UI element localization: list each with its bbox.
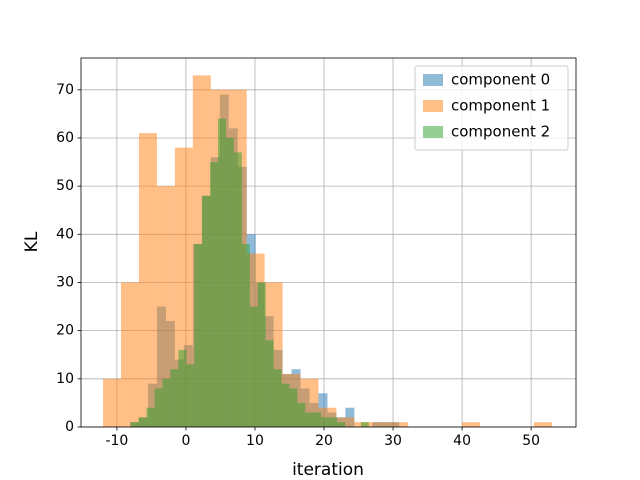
histogram-bar: [305, 412, 314, 427]
histogram-bar: [170, 369, 179, 427]
histogram-bar: [390, 422, 409, 427]
histogram-bar: [138, 417, 147, 427]
legend-swatch: [423, 100, 443, 112]
histogram-bar: [156, 186, 175, 427]
histogram-bar: [297, 402, 306, 427]
histogram-bar: [336, 417, 355, 427]
histogram-bar: [533, 422, 552, 427]
x-tick-label: 10: [246, 433, 264, 449]
y-tick-label: 60: [56, 130, 74, 146]
y-tick-label: 20: [56, 323, 74, 339]
histogram-bar: [265, 340, 274, 427]
plot-frame: [80, 57, 577, 428]
legend-label: component 2: [451, 123, 550, 141]
histogram-bar: [337, 422, 346, 427]
x-tick-label: 50: [522, 433, 540, 449]
histogram-bar: [210, 162, 219, 427]
x-tick-label: 20: [315, 433, 333, 449]
y-tick-label: 30: [56, 274, 74, 290]
x-tick-label: -10: [105, 433, 128, 449]
histogram-bar: [372, 422, 391, 427]
ticks: -10 0 10 20 30 40 50 0 10 20 30 40 50 60 70: [56, 82, 540, 449]
histogram-bar: [138, 133, 157, 428]
legend: component 0 component 1 component 2: [414, 65, 569, 151]
histogram-bar: [329, 417, 338, 427]
histogram-bar: [178, 349, 187, 427]
histogram-bar: [121, 282, 139, 427]
histogram-bar: [241, 243, 250, 427]
histogram-bar: [233, 152, 242, 427]
histogram-bar: [257, 282, 266, 427]
histogram-bar: [225, 137, 234, 427]
histogram-bar: [321, 417, 330, 427]
legend-label: component 0: [451, 71, 550, 89]
histogram-bar: [249, 306, 258, 427]
y-tick-label: 40: [56, 226, 74, 242]
histogram-bar: [273, 369, 282, 427]
histogram-bar: [281, 383, 290, 427]
histogram-bar: [103, 378, 122, 427]
histogram-bar: [154, 388, 163, 427]
histogram-bar: [289, 388, 298, 427]
y-axis-label: KL: [22, 231, 42, 252]
x-tick-label: 0: [181, 433, 190, 449]
x-tick-label: 40: [453, 433, 471, 449]
legend-swatch: [423, 74, 443, 86]
x-axis-label: iteration: [292, 460, 364, 480]
histogram-bar: [202, 195, 211, 427]
legend-box: [414, 65, 569, 151]
histogram-bar: [130, 422, 139, 427]
histogram-bar: [313, 412, 322, 427]
legend-label: component 1: [451, 97, 550, 115]
y-tick-label: 10: [56, 371, 74, 387]
y-tick-label: 50: [56, 178, 74, 194]
y-tick-label: 0: [65, 419, 74, 435]
histogram-bar: [186, 364, 195, 427]
y-tick-label: 70: [56, 82, 74, 98]
histogram-bar: [146, 407, 155, 427]
x-tick-label: 30: [384, 433, 402, 449]
histogram-bar: [462, 422, 481, 427]
bars: [103, 75, 552, 428]
histogram-bar: [218, 118, 226, 427]
legend-swatch: [423, 126, 443, 138]
histogram-bar: [194, 243, 203, 427]
histogram-bar: [360, 422, 369, 427]
histogram-bar: [162, 378, 171, 427]
